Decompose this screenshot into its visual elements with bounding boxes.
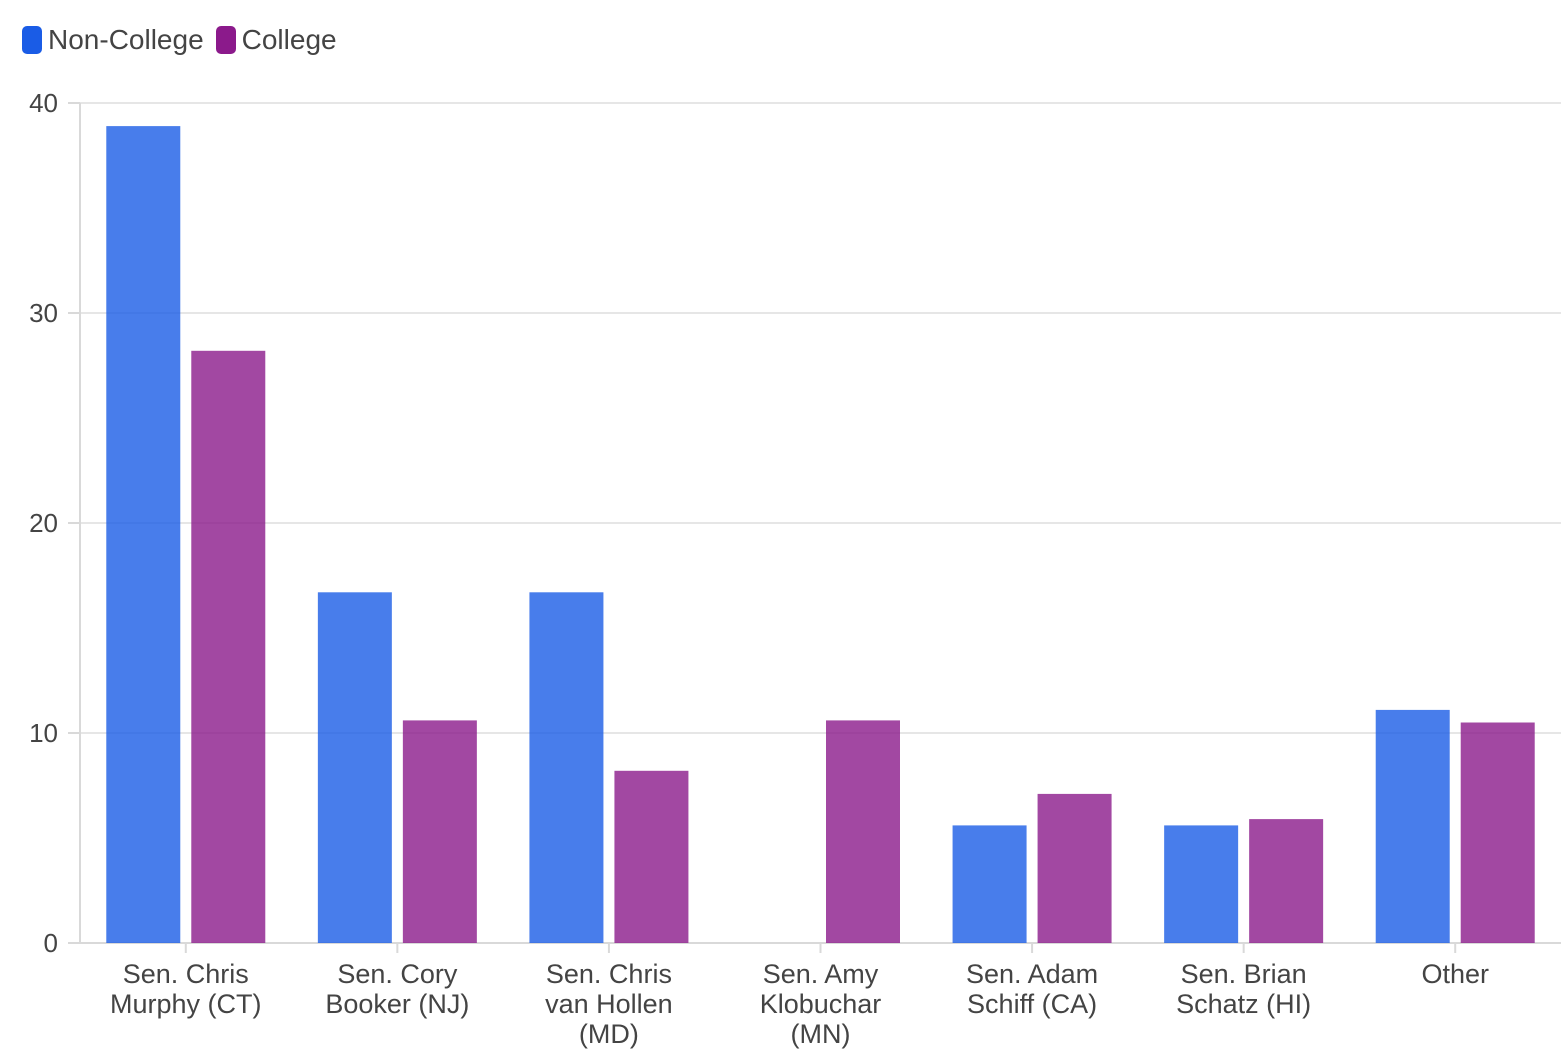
y-tick-label-20: 20 xyxy=(29,508,58,538)
bar-non-college-5 xyxy=(1164,825,1239,943)
legend-swatch-non-college xyxy=(22,26,42,54)
y-tick-label-40: 40 xyxy=(29,88,58,118)
bar-college-3 xyxy=(826,720,900,943)
x-tick-label-0: Sen. Chris Murphy (CT) xyxy=(110,959,262,1019)
legend-item-college[interactable]: College xyxy=(215,24,337,56)
bar-college-4 xyxy=(1037,793,1112,943)
x-tick-label-4: Sen. Adam Schiff (CA) xyxy=(966,959,1098,1019)
legend-swatch-college xyxy=(215,26,236,54)
x-tick-label-line: Schatz (HI) xyxy=(1176,989,1311,1019)
bar-non-college-4 xyxy=(952,825,1027,943)
x-tick-label-line: Other xyxy=(1421,959,1489,989)
x-tick-label-2: Sen. Chris van Hollen (MD) xyxy=(545,959,673,1049)
y-tick-label-10: 10 xyxy=(29,718,58,748)
x-tick-label-line: Booker (NJ) xyxy=(325,989,469,1019)
legend-label-college: College xyxy=(241,24,337,55)
x-tick-label-line: Murphy (CT) xyxy=(110,989,262,1019)
bar-college-0 xyxy=(191,350,266,943)
bar-non-college-6 xyxy=(1375,709,1450,943)
x-tick-label-line: Sen. Brian xyxy=(1181,959,1307,989)
x-tick-label-3: Sen. Amy Klobuchar (MN) xyxy=(760,959,882,1049)
x-tick-label-5: Sen. Brian Schatz (HI) xyxy=(1176,959,1311,1019)
bar-college-6 xyxy=(1460,722,1535,943)
x-tick-label-line: (MN) xyxy=(791,1019,851,1049)
bar-college-1 xyxy=(402,720,477,943)
bar-non-college-1 xyxy=(317,592,392,943)
bar-non-college-2 xyxy=(529,592,604,943)
x-tick-label-line: Schiff (CA) xyxy=(967,989,1097,1019)
x-tick-label-line: van Hollen xyxy=(545,989,673,1019)
x-tick-label-line: (MD) xyxy=(579,1019,639,1049)
x-tick-label-line: Klobuchar xyxy=(760,989,882,1019)
x-tick-label-1: Sen. Cory Booker (NJ) xyxy=(325,959,469,1019)
x-tick-label-line: Sen. Chris xyxy=(546,959,672,989)
x-tick-label-6: Other xyxy=(1421,959,1489,989)
x-tick-label-line: Sen. Adam xyxy=(966,959,1098,989)
bar-college-5 xyxy=(1249,819,1324,943)
bar-non-college-0 xyxy=(106,126,181,944)
legend: Non-College College xyxy=(22,24,337,56)
legend-label-non-college: Non-College xyxy=(48,24,204,55)
bar-college-2 xyxy=(614,770,689,943)
y-tick-label-0: 0 xyxy=(44,928,58,958)
y-tick-label-30: 30 xyxy=(29,298,58,328)
x-tick-label-line: Sen. Chris xyxy=(123,959,249,989)
x-tick-label-line: Sen. Amy xyxy=(763,959,879,989)
legend-item-non-college[interactable]: Non-College xyxy=(22,24,204,56)
x-tick-label-line: Sen. Cory xyxy=(337,959,458,989)
